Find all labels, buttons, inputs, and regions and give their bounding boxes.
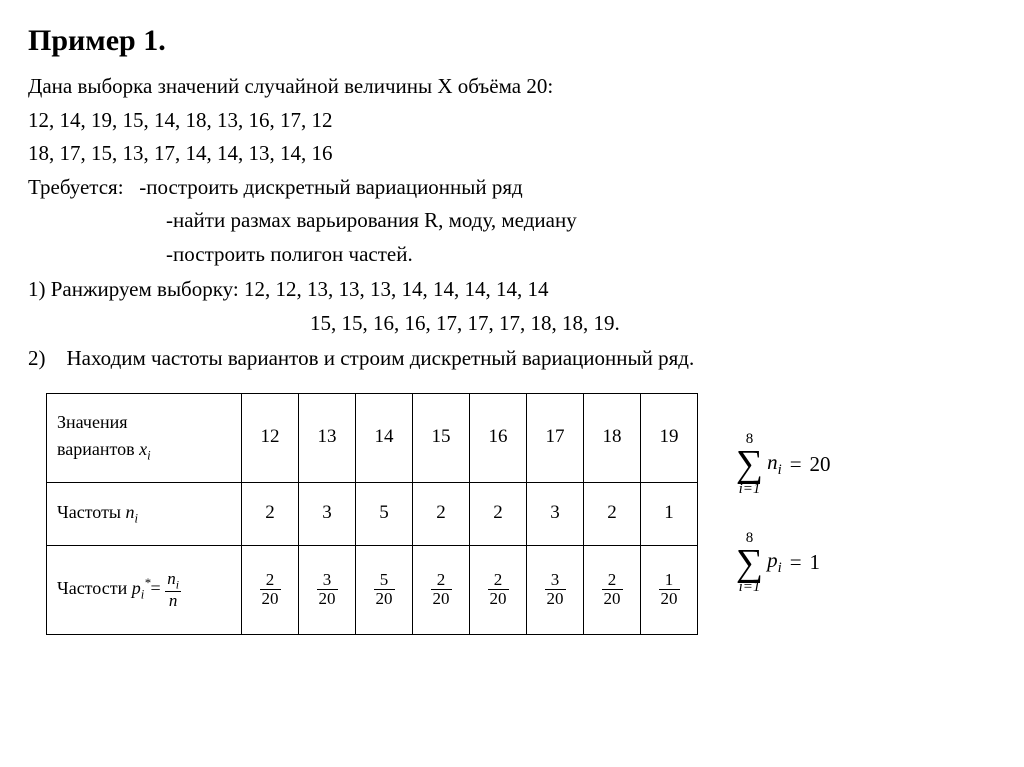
requirements-line-1: Требуется: -построить дискретный вариаци… (28, 172, 996, 204)
row1-label-a: Значения (57, 412, 128, 432)
pi-den: 20 (260, 590, 281, 608)
row2-label: Частоты (57, 502, 126, 522)
table-row: Частоты ni 2 3 5 2 2 3 2 1 (47, 482, 698, 545)
requirement-1: -построить дискретный вариационный ряд (139, 175, 522, 199)
row1-label-b: вариантов (57, 439, 139, 459)
given-text: Дана выборка значений случайной величины… (28, 71, 996, 103)
step-1-line-a: 12, 12, 13, 13, 13, 14, 14, 14, 14, 14 (244, 277, 549, 301)
pi-def-den: n (165, 592, 181, 610)
sum-pi: 8 ∑ i=1 pi = 1 (736, 531, 831, 595)
requirement-2: -найти размах варьирования R, моду, меди… (28, 205, 996, 237)
sample-line-2: 18, 17, 15, 13, 17, 14, 14, 13, 14, 16 (28, 138, 996, 170)
step-1: 1) Ранжируем выборку: 12, 12, 13, 13, 13… (28, 274, 996, 306)
pi-cell: 320 (299, 545, 356, 634)
pi-definition: ni n (165, 570, 181, 610)
xi-cell: 19 (641, 393, 698, 482)
xi-cell: 13 (299, 393, 356, 482)
pi-num: 2 (260, 571, 281, 590)
sum-lower: i=1 (739, 580, 761, 595)
pi-den: 20 (488, 590, 509, 608)
pi-den: 20 (659, 590, 680, 608)
ni-cell: 2 (242, 482, 299, 545)
ni-cell: 2 (413, 482, 470, 545)
frequency-table: Значения вариантов xi 12 13 14 15 16 17 … (46, 393, 698, 635)
table-row: Значения вариантов xi 12 13 14 15 16 17 … (47, 393, 698, 482)
step-1-line-b: 15, 15, 16, 16, 17, 17, 17, 18, 18, 19. (28, 308, 996, 340)
pi-num: 1 (659, 571, 680, 590)
xi-cell: 18 (584, 393, 641, 482)
sum-n-result: 20 (810, 449, 831, 481)
pi-den: 20 (545, 590, 566, 608)
sample-line-1: 12, 14, 19, 15, 14, 18, 13, 16, 17, 12 (28, 105, 996, 137)
step-2-text: Находим частоты вариантов и строим дискр… (67, 346, 695, 370)
pi-num: 2 (488, 571, 509, 590)
row3-label: Частости (57, 578, 132, 598)
pi-symbol: p (132, 578, 141, 598)
ni-cell: 3 (299, 482, 356, 545)
step-2: 2) Находим частоты вариантов и строим ди… (28, 343, 996, 375)
pi-num: 3 (317, 571, 338, 590)
page-title: Пример 1. (28, 18, 996, 63)
xi-cell: 14 (356, 393, 413, 482)
pi-cell: 220 (470, 545, 527, 634)
pi-cell: 220 (584, 545, 641, 634)
step-2-label: 2) (28, 346, 46, 370)
pi-num: 2 (431, 571, 452, 590)
sigma-icon: 8 ∑ i=1 (736, 531, 763, 595)
pi-cell: 120 (641, 545, 698, 634)
xi-cell: 17 (527, 393, 584, 482)
row-header-relfreq: Частости pi*= ni n (47, 545, 242, 634)
step-1-label: 1) Ранжируем выборку: (28, 277, 244, 301)
sum-n-var: n (767, 450, 778, 474)
requirement-3: -построить полигон частей. (28, 239, 996, 271)
pi-num: 3 (545, 571, 566, 590)
ni-cell: 2 (584, 482, 641, 545)
xi-cell: 16 (470, 393, 527, 482)
ni-cell: 3 (527, 482, 584, 545)
pi-den: 20 (602, 590, 623, 608)
sum-p-var: p (767, 548, 778, 572)
pi-def-num: n (167, 569, 176, 588)
requirements-label: Требуется: (28, 172, 124, 204)
pi-cell: 320 (527, 545, 584, 634)
pi-num: 2 (602, 571, 623, 590)
xi-cell: 12 (242, 393, 299, 482)
row-header-freq: Частоты ni (47, 482, 242, 545)
ni-cell: 1 (641, 482, 698, 545)
sigma-icon: 8 ∑ i=1 (736, 432, 763, 496)
pi-cell: 220 (242, 545, 299, 634)
row-header-values: Значения вариантов xi (47, 393, 242, 482)
summation-block: 8 ∑ i=1 ni = 20 8 ∑ i=1 pi = 1 (736, 432, 831, 594)
sum-lower: i=1 (739, 482, 761, 497)
ni-cell: 5 (356, 482, 413, 545)
pi-den: 20 (317, 590, 338, 608)
pi-den: 20 (374, 590, 395, 608)
sum-p-result: 1 (810, 547, 821, 579)
pi-num: 5 (374, 571, 395, 590)
pi-den: 20 (431, 590, 452, 608)
sum-ni: 8 ∑ i=1 ni = 20 (736, 432, 831, 496)
ni-symbol: n (126, 502, 135, 522)
xi-symbol: x (139, 439, 147, 459)
pi-cell: 520 (356, 545, 413, 634)
xi-cell: 15 (413, 393, 470, 482)
table-row: Частости pi*= ni n 220 320 520 220 220 3… (47, 545, 698, 634)
ni-cell: 2 (470, 482, 527, 545)
pi-cell: 220 (413, 545, 470, 634)
